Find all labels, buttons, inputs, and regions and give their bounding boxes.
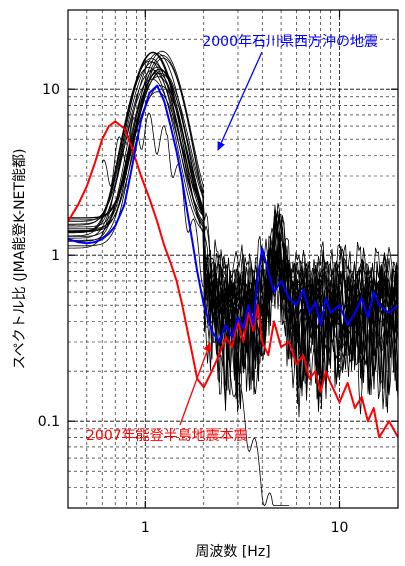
series-line-2000-ishikawa [68,84,398,343]
x-axis-label: 周波数 [Hz] [195,544,270,560]
axis-ticks [68,10,398,508]
y-axis-label: スペクトル比 (JMA能登K-NET能都) [12,149,28,370]
record-curve [68,51,398,381]
y-tick-label: 10 [42,82,60,98]
annotation-label-red: 2007年能登半島地震本震 [86,428,248,444]
x-tick-label: 10 [331,520,349,536]
series-line-2007-main-shock [68,120,398,439]
plot-frame [67,9,399,509]
record-curve-decaying [101,112,290,507]
other-records-curves [68,50,398,507]
y-tick-label: 1 [51,248,60,264]
x-tick-label: 1 [141,520,150,536]
tick-labels: 1 10 0.1 1 10 [38,82,349,536]
annotation-arrow-blue [217,51,263,151]
y-tick-label: 0.1 [38,414,60,430]
record-curve [68,50,398,418]
annotations: 2000年石川県西方沖の地震 2007年能登半島地震本震 [86,34,378,444]
record-curve [68,54,398,393]
annotation-label-blue: 2000年石川県西方沖の地震 [202,34,378,50]
annotation-arrow-red [179,342,212,426]
plot-background [68,10,398,508]
series-group [68,84,398,439]
